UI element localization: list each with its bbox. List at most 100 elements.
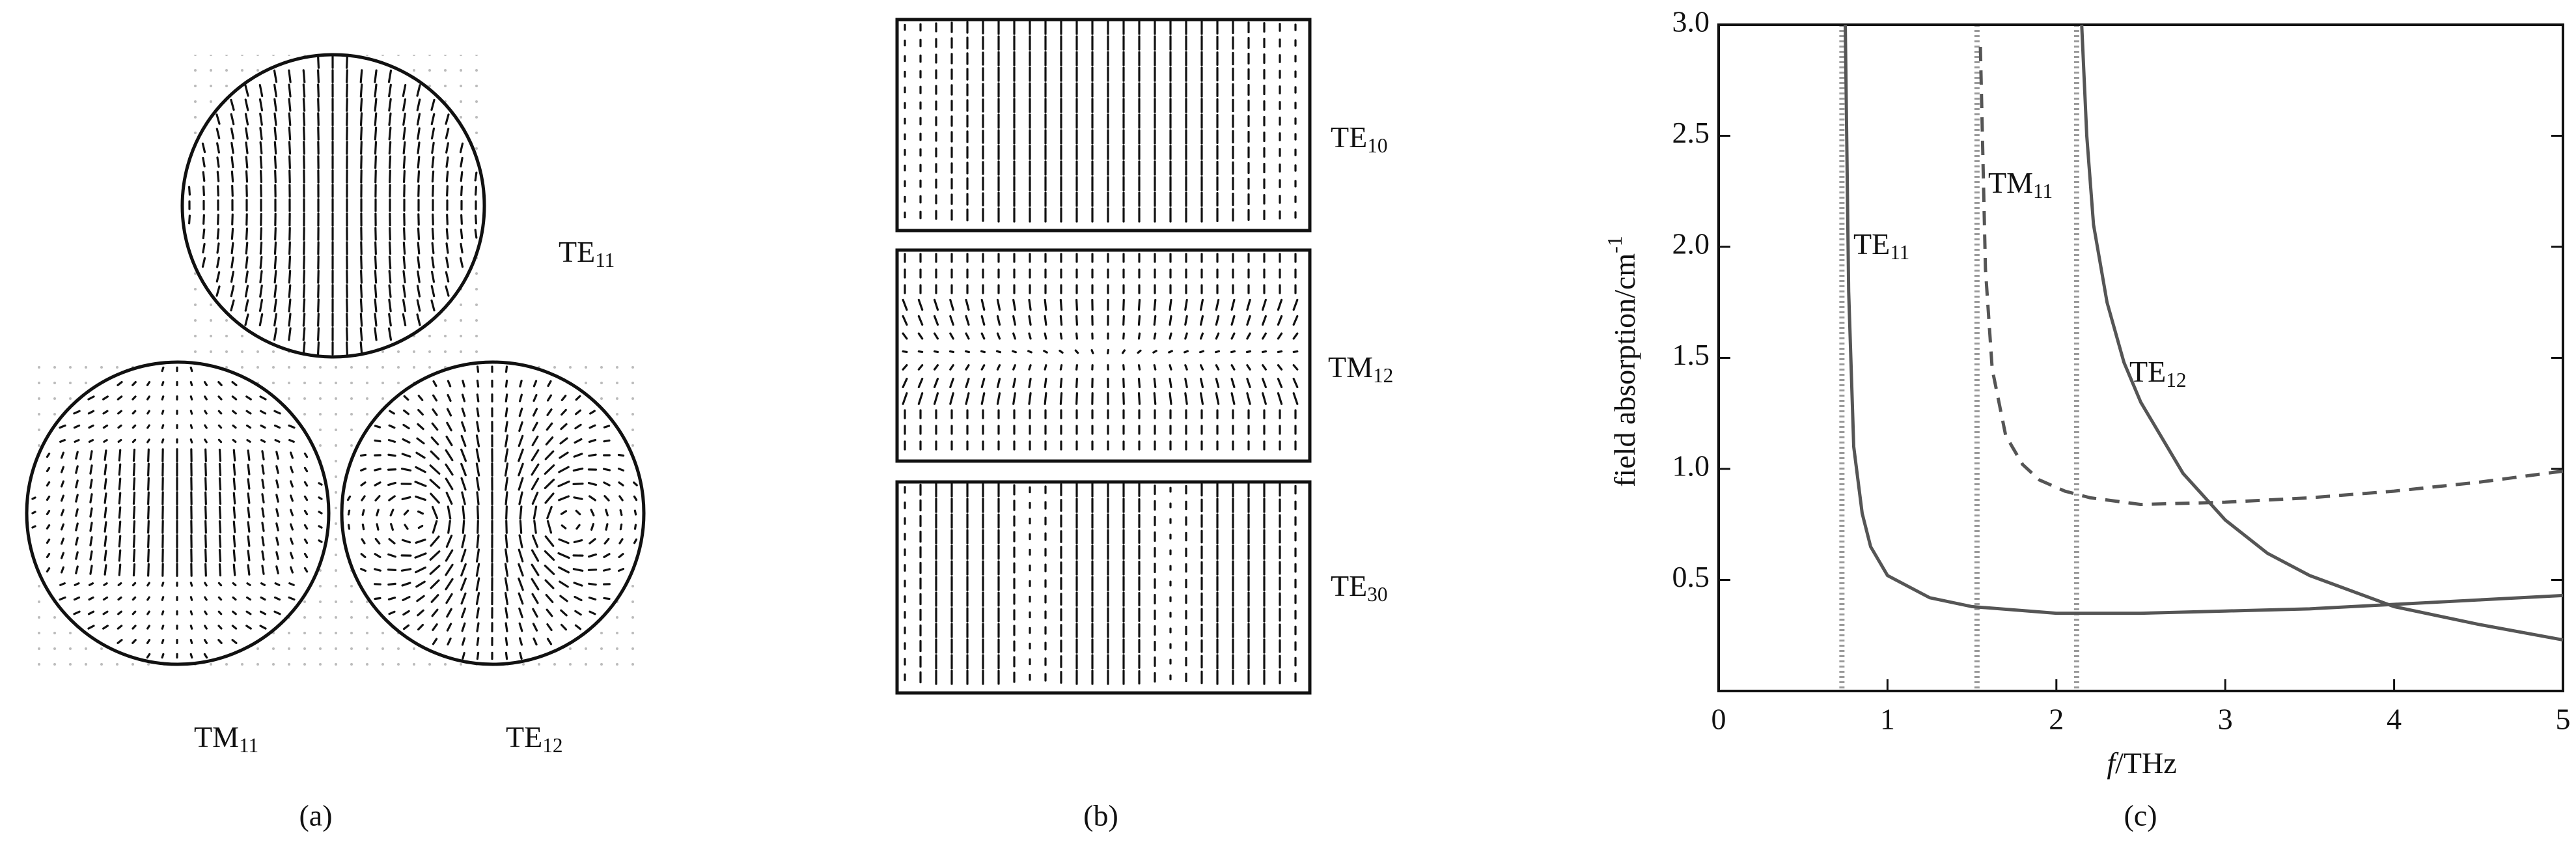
- field-arrow: [216, 156, 220, 168]
- field-arrow: [303, 155, 305, 169]
- field-arrow: [572, 483, 584, 485]
- field-arrow: [75, 565, 79, 574]
- field-arrow: [132, 395, 137, 401]
- field-arrow: [964, 350, 971, 354]
- field-arrow: [519, 505, 523, 520]
- field-arrow: [1153, 378, 1157, 388]
- field-arrow: [519, 380, 523, 388]
- field-arrow: [460, 592, 467, 605]
- field-arrow: [1012, 392, 1016, 405]
- field-arrow: [388, 141, 392, 155]
- field-arrow: [430, 450, 440, 460]
- field-arrow: [461, 637, 466, 646]
- field-arrow: [1184, 350, 1189, 354]
- field-arrow: [215, 113, 221, 125]
- field-arrow: [1262, 364, 1267, 371]
- field-arrow: [461, 534, 466, 548]
- field-arrow: [187, 186, 191, 196]
- field-arrow: [117, 438, 122, 444]
- field-arrow: [590, 509, 595, 516]
- field-arrow: [117, 410, 122, 415]
- field-arrow: [430, 436, 439, 445]
- field-arrow: [273, 298, 277, 313]
- field-arrow: [245, 127, 249, 140]
- field-arrow: [387, 481, 396, 486]
- field-arrow: [603, 553, 611, 558]
- field-arrow: [317, 112, 320, 126]
- field-arrow: [575, 509, 581, 516]
- field-arrow: [949, 364, 954, 371]
- field-arrow: [633, 524, 637, 530]
- field-arrow: [75, 494, 79, 503]
- label-main: TM: [1988, 166, 2033, 199]
- field-arrow: [259, 285, 263, 298]
- field-arrow: [274, 439, 281, 443]
- field-arrow: [89, 479, 93, 489]
- field-arrow: [415, 466, 426, 473]
- field-arrow: [261, 536, 265, 546]
- field-arrow: [74, 582, 80, 586]
- field-arrow: [60, 451, 65, 459]
- field-arrow: [432, 184, 434, 197]
- field-arrow: [417, 408, 424, 416]
- field-arrow: [1199, 364, 1204, 371]
- field-arrow: [46, 567, 51, 573]
- field-arrow: [574, 438, 583, 444]
- field-arrow: [374, 468, 381, 472]
- field-arrow: [132, 563, 136, 577]
- field-arrow: [1044, 315, 1047, 326]
- field-arrow: [231, 625, 238, 630]
- field-arrow: [462, 380, 465, 388]
- field-arrow: [445, 285, 450, 297]
- field-arrow: [60, 552, 65, 559]
- field-arrow: [88, 439, 94, 443]
- field-arrow: [274, 169, 277, 184]
- field-arrow: [532, 421, 538, 432]
- field-arrow: [603, 495, 610, 501]
- field-arrow: [216, 228, 220, 240]
- field-arrow: [259, 395, 267, 401]
- field-arrow: [461, 491, 466, 505]
- field-arrow: [374, 537, 381, 545]
- field-arrow: [261, 464, 265, 475]
- field-arrow: [1215, 364, 1220, 371]
- field-arrow: [460, 563, 467, 577]
- field-arrow: [560, 423, 568, 430]
- panel-caption: (a): [299, 799, 332, 832]
- field-arrow: [318, 525, 323, 529]
- field-arrow: [303, 255, 305, 270]
- field-arrow: [1169, 315, 1172, 326]
- field-arrow: [118, 463, 122, 476]
- field-arrow: [476, 379, 480, 388]
- field-arrow: [933, 392, 939, 405]
- field-arrow: [259, 625, 267, 630]
- field-arrow: [258, 84, 264, 97]
- field-arrow: [290, 480, 294, 488]
- field-arrow: [302, 270, 306, 284]
- field-arrow: [75, 479, 79, 488]
- field-arrow: [87, 625, 95, 630]
- field-arrow: [1215, 332, 1220, 340]
- field-arrow: [258, 313, 264, 326]
- field-arrow: [414, 552, 427, 559]
- label-main: TM: [194, 720, 239, 754]
- field-arrow: [1277, 392, 1283, 405]
- field-arrow: [1292, 364, 1299, 371]
- field-arrow: [618, 495, 624, 501]
- field-arrow: [259, 410, 267, 415]
- field-arrow: [431, 227, 435, 240]
- field-arrow: [533, 520, 537, 534]
- field-arrow: [474, 171, 478, 182]
- field-arrow: [417, 510, 424, 515]
- field-arrow: [561, 408, 567, 416]
- field-arrow: [260, 582, 266, 586]
- field-arrow: [417, 242, 421, 255]
- field-arrow: [132, 534, 136, 548]
- field-arrow: [132, 381, 137, 386]
- field-arrow: [132, 596, 137, 601]
- field-arrow: [104, 564, 107, 576]
- field-arrow: [359, 341, 363, 356]
- field-arrow: [475, 563, 480, 577]
- field-arrow: [505, 434, 508, 447]
